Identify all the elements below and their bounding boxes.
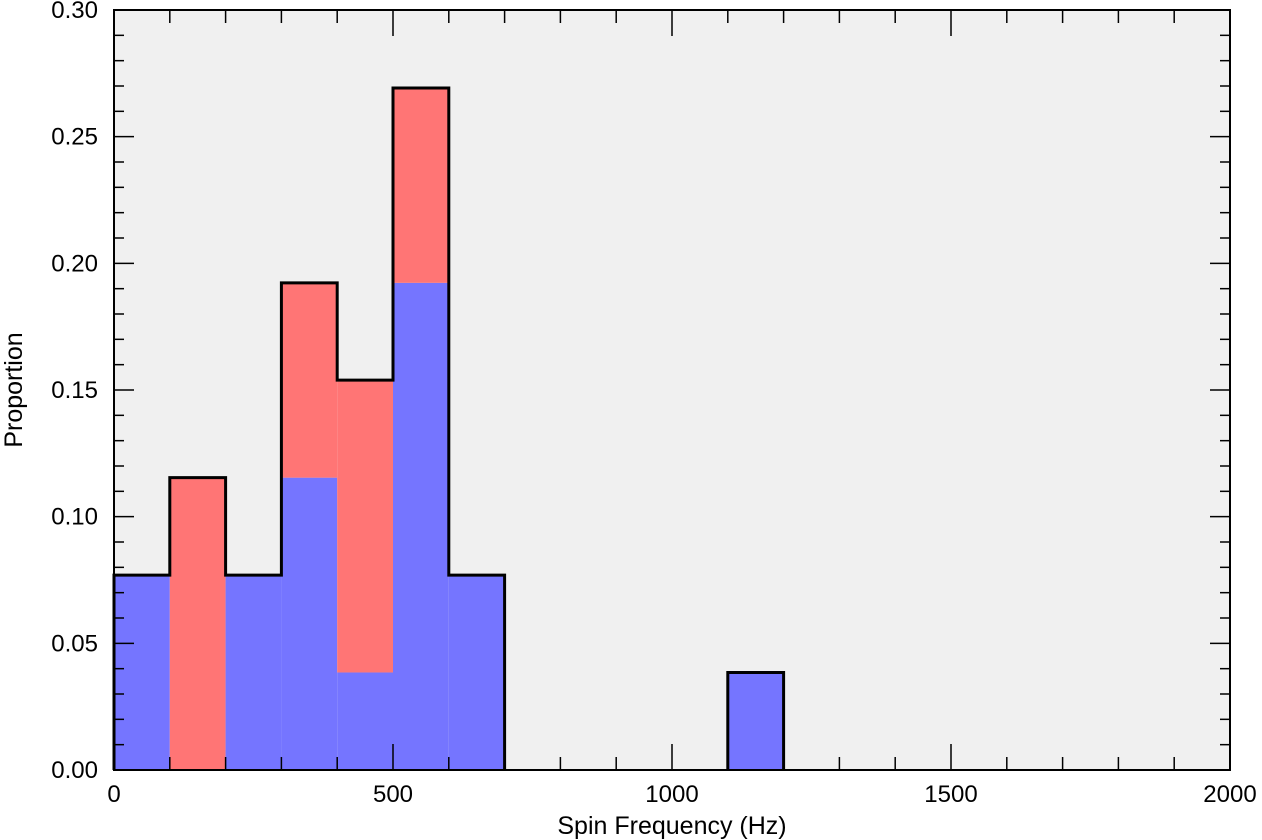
x-tick-label: 0 [107,781,120,808]
x-axis-label: Spin Frequency (Hz) [557,812,786,840]
plot-frame [113,9,1231,771]
y-tick-label: 0.20 [51,250,98,277]
x-tick-label: 1500 [924,781,977,808]
y-tick-label: 0.05 [51,630,98,657]
x-tick-label: 2000 [1203,781,1256,808]
y-axis-label: Proportion [0,332,28,447]
bar-red [281,282,338,478]
bar-blue [281,477,338,770]
bar-red [169,477,226,770]
y-tick-label: 0.10 [51,504,98,531]
bar-blue [448,575,505,770]
x-tick-label: 1000 [645,781,698,808]
bar-blue [393,282,449,770]
bar-red [337,380,393,673]
bar-blue [114,575,170,770]
bars-group [114,88,784,770]
bar-blue [727,672,784,770]
histogram-outline [112,86,786,770]
y-tick-label: 0.25 [51,124,98,151]
tick-labels-group: 0 500 1000 1500 2000 0.00 0.05 0.10 0.15 0.20 0.25… [51,0,1256,808]
y-tick-label: 0.30 [51,0,98,24]
y-tick-label: 0.00 [51,757,98,784]
y-tick-label: 0.15 [51,377,98,404]
bar-blue [337,672,393,770]
x-tick-label: 500 [373,781,413,808]
bar-red [393,88,449,283]
bar-blue [225,575,282,770]
